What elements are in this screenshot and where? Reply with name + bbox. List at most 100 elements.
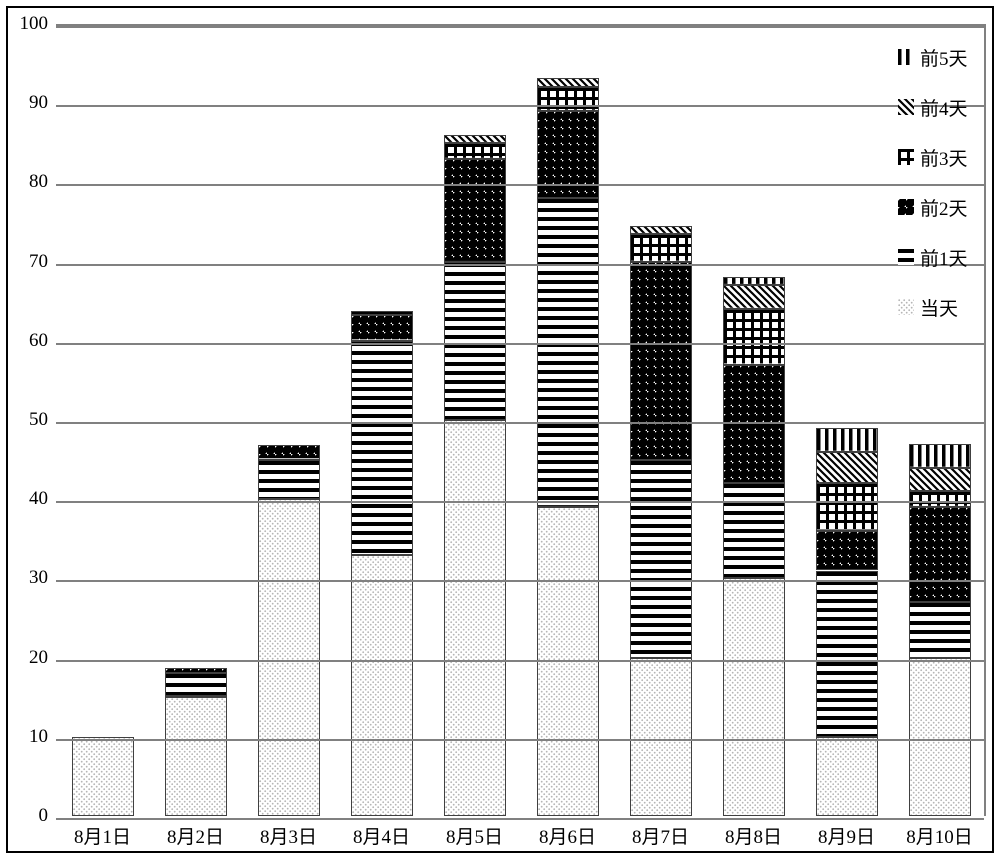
bar-segment-s4 — [816, 452, 878, 484]
bar — [630, 24, 692, 816]
bar-segment-s3 — [444, 143, 506, 159]
legend-item: 前2天 — [898, 182, 988, 232]
x-tick-label: 8月8日 — [709, 822, 799, 849]
bar-segment-s5 — [723, 277, 785, 285]
gridline — [56, 818, 984, 820]
gridline — [56, 422, 984, 424]
bar-segment-s3 — [351, 311, 413, 316]
bar-segment-s1 — [537, 198, 599, 507]
x-tick-label: 8月9日 — [802, 822, 892, 849]
legend-item: 当天 — [898, 282, 988, 332]
bar-segment-s1 — [165, 673, 227, 697]
legend-label: 前1天 — [920, 244, 968, 271]
y-tick-label: 70 — [8, 251, 48, 273]
bar-segment-s4 — [444, 135, 506, 143]
legend-swatch — [898, 249, 914, 265]
plot-area — [56, 24, 986, 816]
bar-segment-s1 — [630, 460, 692, 658]
bar-segment-s4 — [723, 285, 785, 309]
x-tick-label: 8月1日 — [58, 822, 148, 849]
bar-segment-s2 — [444, 159, 506, 262]
gridline — [56, 105, 984, 107]
bar-segment-s3 — [816, 483, 878, 531]
bar-segment-s0 — [630, 658, 692, 816]
bar-segment-s0 — [723, 578, 785, 816]
bar-segment-s2 — [630, 262, 692, 460]
bar-segment-s2 — [258, 445, 320, 459]
bar — [351, 24, 413, 816]
bar-segment-s1 — [909, 602, 971, 657]
bar-segment-s0 — [444, 420, 506, 816]
bar-segment-s3 — [723, 309, 785, 364]
bar-segment-s1 — [351, 341, 413, 555]
x-tick-label: 8月6日 — [523, 822, 613, 849]
bar-segment-s3 — [630, 234, 692, 262]
bar — [816, 24, 878, 816]
legend-label: 当天 — [920, 294, 958, 321]
bar-segment-s0 — [351, 555, 413, 816]
x-tick-label: 8月7日 — [616, 822, 706, 849]
bar — [165, 24, 227, 816]
bar — [723, 24, 785, 816]
bar-segment-s3 — [909, 491, 971, 507]
legend-label: 前4天 — [920, 94, 968, 121]
legend-swatch — [898, 299, 914, 315]
bar-segment-s2 — [909, 507, 971, 602]
legend: 前5天前4天前3天前2天前1天当天 — [898, 32, 988, 332]
bar — [444, 24, 506, 816]
x-tick-label: 8月4日 — [337, 822, 427, 849]
bar-segment-s1 — [723, 483, 785, 578]
legend-item: 前1天 — [898, 232, 988, 282]
bar-segment-s4 — [537, 78, 599, 88]
bar-segment-s0 — [258, 499, 320, 816]
chart-frame: 前5天前4天前3天前2天前1天当天 0102030405060708090100… — [6, 6, 994, 853]
bar-segment-s0 — [165, 697, 227, 816]
y-tick-label: 20 — [8, 647, 48, 669]
legend-item: 前3天 — [898, 132, 988, 182]
gridline — [56, 26, 984, 28]
gridline — [56, 501, 984, 503]
legend-item: 前5天 — [898, 32, 988, 82]
y-tick-label: 10 — [8, 726, 48, 748]
bar-segment-s5 — [816, 428, 878, 452]
legend-swatch — [898, 149, 914, 165]
legend-label: 前5天 — [920, 44, 968, 71]
y-tick-label: 0 — [8, 805, 48, 827]
gridline — [56, 264, 984, 266]
bar-segment-s0 — [909, 658, 971, 816]
x-tick-label: 8月5日 — [430, 822, 520, 849]
y-tick-label: 30 — [8, 567, 48, 589]
bar-segment-s2 — [816, 531, 878, 571]
bar-segment-s1 — [258, 460, 320, 500]
bars-container — [56, 26, 984, 816]
bar-segment-s2 — [351, 315, 413, 340]
gridline — [56, 580, 984, 582]
bar-segment-s4 — [909, 468, 971, 492]
bar-segment-s0 — [72, 737, 134, 816]
gridline — [56, 343, 984, 345]
x-tick-label: 8月2日 — [151, 822, 241, 849]
y-tick-label: 60 — [8, 330, 48, 352]
bar — [258, 24, 320, 816]
bar-segment-s0 — [816, 737, 878, 816]
legend-item: 前4天 — [898, 82, 988, 132]
legend-label: 前2天 — [920, 194, 968, 221]
gridline — [56, 739, 984, 741]
gridline — [56, 184, 984, 186]
y-tick-label: 50 — [8, 409, 48, 431]
bar-segment-s2 — [165, 668, 227, 674]
y-tick-label: 80 — [8, 171, 48, 193]
x-tick-label: 8月3日 — [244, 822, 334, 849]
legend-swatch — [898, 199, 914, 215]
gridline — [56, 660, 984, 662]
y-tick-label: 100 — [8, 13, 48, 35]
y-tick-label: 40 — [8, 488, 48, 510]
legend-label: 前3天 — [920, 144, 968, 171]
legend-swatch — [898, 49, 914, 65]
bar-segment-s5 — [909, 444, 971, 468]
bar — [72, 24, 134, 816]
legend-swatch — [898, 99, 914, 115]
bar-segment-s1 — [444, 262, 506, 420]
bar — [537, 24, 599, 816]
bar-segment-s4 — [630, 226, 692, 234]
